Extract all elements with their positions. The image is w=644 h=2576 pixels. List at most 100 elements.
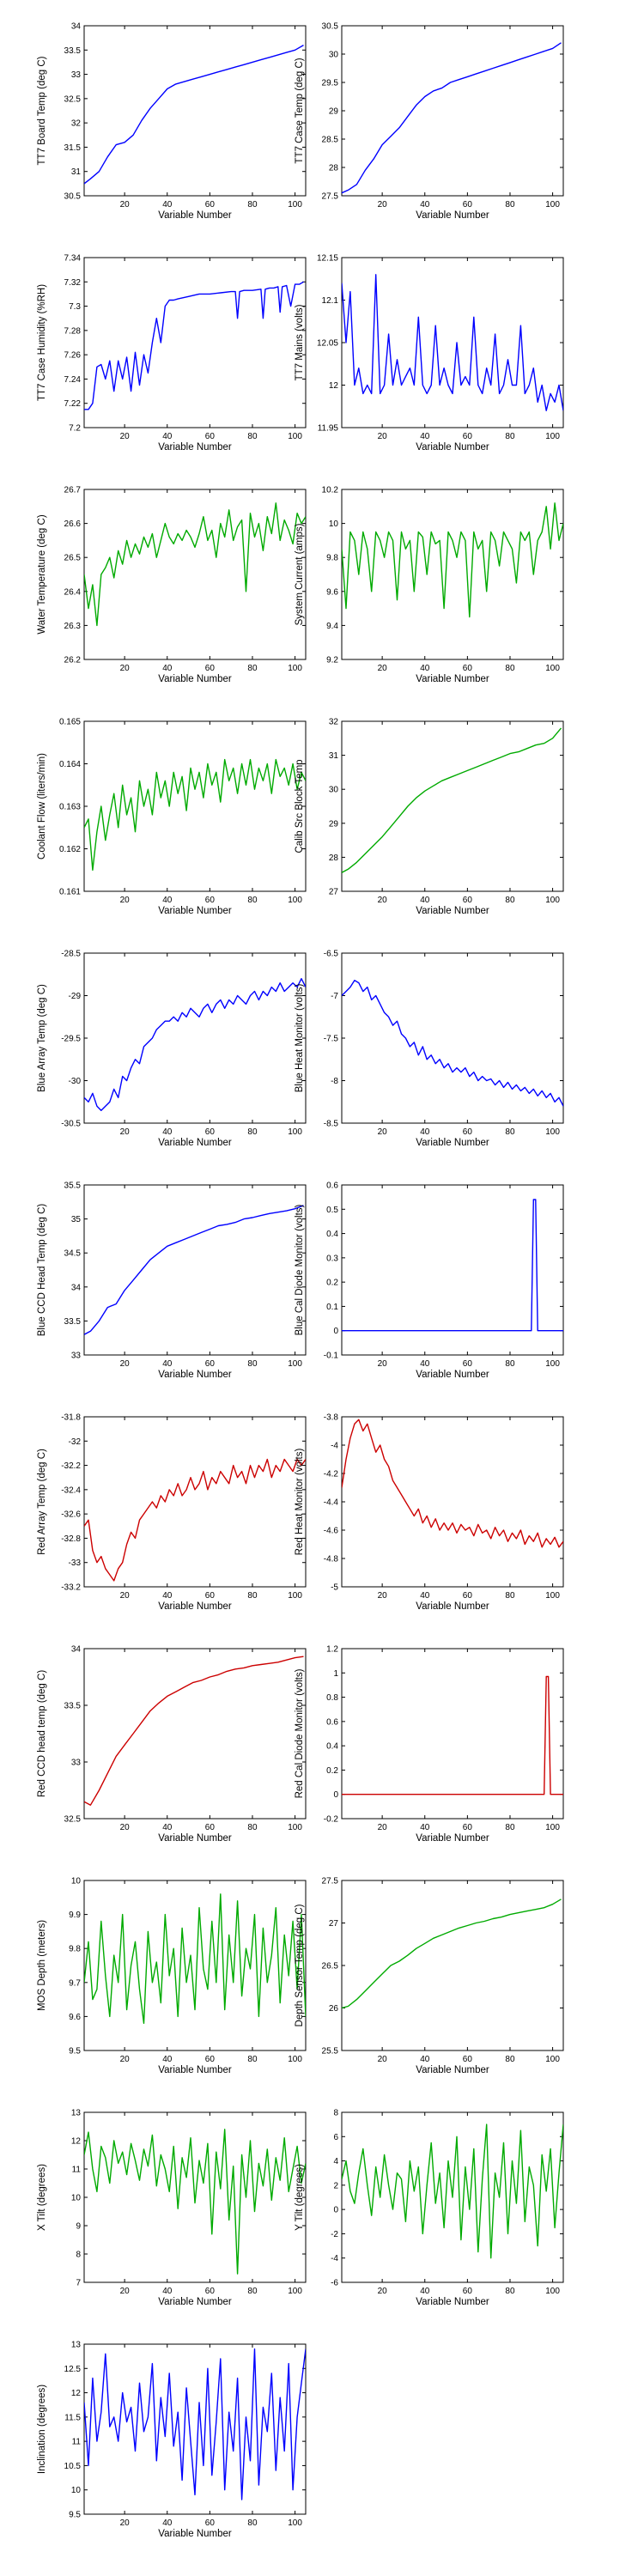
y-tick-label: 12 <box>329 381 339 391</box>
y-axis-label: Blue CCD Head Temp (deg C) <box>37 1204 47 1337</box>
y-tick-label: 0.5 <box>326 1206 338 1215</box>
plot-frame <box>341 25 564 197</box>
x-tick-label: 40 <box>162 200 173 210</box>
plot-frame <box>341 952 564 1124</box>
series-line <box>84 1893 306 2025</box>
series-line <box>84 2129 306 2275</box>
chart-panel-1: 20 40 60 80 100 30.5 31 31.5 32 32.5 33 33.5 34 Varia… <box>37 22 307 221</box>
y-tick-label: 7.2 <box>69 424 81 434</box>
chart-panel-13: 20 40 60 80 100 -33.2 -33 -32.8 -32.6 -32.4 -32.2 -… <box>37 1413 307 1612</box>
y-tick-label: 4 <box>333 2157 338 2166</box>
x-axis-label: Variable Number <box>158 1138 232 1148</box>
series-line <box>84 2348 306 2500</box>
series-line <box>342 1199 563 1332</box>
y-tick-label: 35 <box>71 1215 82 1224</box>
x-tick-label: 100 <box>545 2287 560 2296</box>
series-line <box>84 978 306 1111</box>
chart-panel-6: 20 40 60 80 100 9.2 9.4 9.6 9.8 10 10.2 Variable Nu… <box>295 486 564 684</box>
x-tick-label: 40 <box>420 2055 430 2064</box>
x-axis-label: Variable Number <box>416 1601 489 1612</box>
x-tick-label: 40 <box>420 1823 430 1832</box>
x-tick-label: 80 <box>247 1127 258 1137</box>
y-tick-label: 13 <box>71 2109 82 2118</box>
x-tick-label: 60 <box>463 2055 473 2064</box>
y-tick-label: 12.1 <box>322 296 339 306</box>
y-tick-label: 7.24 <box>64 375 82 385</box>
x-tick-label: 20 <box>120 1359 131 1369</box>
y-tick-label: 10 <box>329 519 339 529</box>
y-tick-label: -6 <box>331 2279 338 2288</box>
y-tick-label: 32 <box>71 119 82 129</box>
x-tick-label: 80 <box>505 664 515 673</box>
y-tick-label: 26.3 <box>64 622 82 631</box>
y-tick-label: -32.8 <box>61 1534 81 1544</box>
y-tick-label: 30.5 <box>322 22 339 32</box>
x-axis-label: Variable Number <box>416 2297 489 2307</box>
y-axis-label: TT7 Case Humidity (%RH) <box>37 284 47 401</box>
y-tick-label: -29.5 <box>61 1035 81 1044</box>
y-tick-label: -32 <box>69 1437 82 1447</box>
y-tick-label: 34.5 <box>64 1249 82 1259</box>
x-tick-label: 100 <box>545 2055 560 2064</box>
x-tick-label: 100 <box>288 1359 302 1369</box>
y-tick-label: 31.5 <box>64 143 82 153</box>
y-tick-label: 12.5 <box>64 2365 82 2374</box>
x-tick-label: 40 <box>420 664 430 673</box>
chart-panel-8: 20 40 60 80 100 27 28 29 30 31 32 Variable Number Ca… <box>295 718 564 916</box>
y-tick-label: 0 <box>333 1327 338 1336</box>
y-tick-label: 0.163 <box>59 803 81 812</box>
x-axis-label: Variable Number <box>158 674 232 684</box>
y-tick-label: 31 <box>71 167 82 177</box>
x-tick-label: 40 <box>162 664 173 673</box>
y-tick-label: 1.2 <box>326 1645 338 1655</box>
y-tick-label: 26.4 <box>64 587 82 597</box>
plot-frame <box>83 1416 307 1588</box>
y-axis-label: Red Array Temp (deg C) <box>37 1449 47 1555</box>
y-tick-label: 0.4 <box>326 1230 338 1239</box>
x-tick-label: 100 <box>545 200 560 210</box>
y-tick-label: 25.5 <box>322 2047 339 2057</box>
x-tick-label: 20 <box>120 1591 131 1601</box>
x-tick-label: 60 <box>205 664 216 673</box>
y-tick-label: -4.4 <box>324 1498 339 1508</box>
chart-panel-19: 20 40 60 80 100 7 8 9 10 11 12 13 Variable Number X T… <box>37 2109 307 2307</box>
y-tick-label: 9.9 <box>69 1911 81 1920</box>
x-tick-label: 80 <box>247 1591 258 1601</box>
x-tick-label: 20 <box>120 2518 131 2528</box>
y-tick-label: 8 <box>333 2109 338 2118</box>
y-tick-label: 7.22 <box>64 399 82 409</box>
x-tick-label: 80 <box>505 1127 515 1137</box>
y-tick-label: 13 <box>71 2341 82 2350</box>
x-tick-label: 100 <box>288 664 302 673</box>
y-tick-label: 0.4 <box>326 1742 338 1752</box>
y-tick-label: 28 <box>329 164 339 173</box>
y-tick-label: 26.2 <box>64 656 82 665</box>
y-tick-label: -32.6 <box>61 1510 81 1520</box>
y-tick-label: -4.8 <box>324 1555 339 1564</box>
x-tick-label: 20 <box>378 432 388 441</box>
x-tick-label: 20 <box>120 1823 131 1832</box>
y-axis-label: Depth Sensor Temp (deg C) <box>295 1904 305 2026</box>
y-tick-label: 0.165 <box>59 718 81 727</box>
y-tick-label: 11 <box>72 2438 82 2447</box>
x-tick-label: 40 <box>162 1591 173 1601</box>
x-tick-label: 100 <box>545 1359 560 1369</box>
y-tick-label: -0.2 <box>324 1815 339 1825</box>
x-tick-label: 60 <box>205 2055 216 2064</box>
plot-frame <box>83 1648 307 1820</box>
y-tick-label: -5 <box>331 1583 338 1593</box>
y-axis-label: Blue Array Temp (deg C) <box>37 984 47 1092</box>
series-line <box>84 1205 304 1335</box>
y-tick-label: 9.2 <box>326 656 338 665</box>
y-tick-label: -7.5 <box>324 1035 339 1044</box>
chart-panel-20: 20 40 60 80 100 -6 -4 -2 0 2 4 6 8 Variable Number Y T… <box>295 2109 564 2307</box>
y-tick-label: -3.8 <box>324 1413 339 1423</box>
x-tick-label: 40 <box>162 2055 173 2064</box>
y-tick-label: 27 <box>329 1919 339 1929</box>
x-tick-label: 20 <box>378 1359 388 1369</box>
plot-frame <box>83 25 307 197</box>
y-tick-label: 9.6 <box>69 2013 81 2022</box>
y-tick-label: 27 <box>329 888 339 897</box>
y-tick-label: 26.6 <box>64 519 82 529</box>
x-tick-label: 100 <box>545 1591 560 1601</box>
